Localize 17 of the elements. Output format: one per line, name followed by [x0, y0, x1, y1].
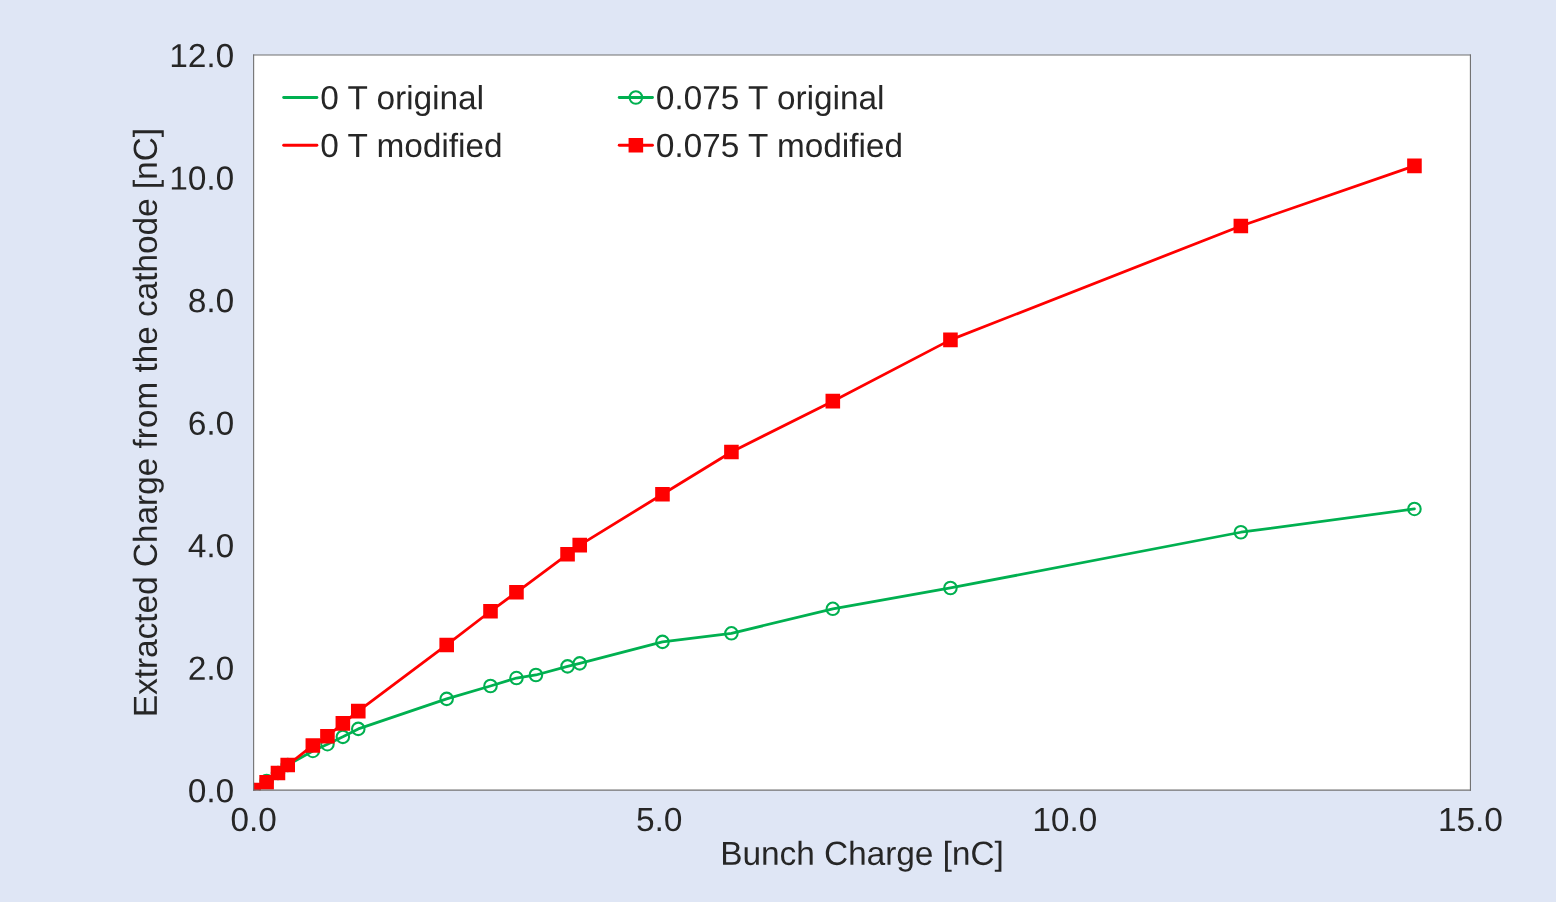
y-axis-title: Extracted Charge from the cathode [nC] [132, 130, 164, 715]
legend-label: 0 T original [321, 85, 482, 117]
y-tick-label: 8.0 [189, 288, 233, 313]
legend-label: 0.075 T original [657, 85, 883, 117]
x-tick-label: 10.0 [1034, 807, 1096, 832]
y-tick-label: 12.0 [171, 43, 233, 68]
x-tick-label: 5.0 [637, 807, 682, 832]
y-tick-label: 6.0 [189, 411, 233, 435]
legend-label: 0 T modified [321, 132, 501, 158]
x-axis-title: Bunch Charge [nC] [723, 840, 1002, 872]
y-tick-label: 2.0 [189, 656, 233, 681]
legend-label: 0.075 T modified [657, 132, 901, 158]
x-tick-label: 0.0 [231, 807, 276, 832]
y-tick-label: 10.0 [171, 166, 233, 190]
x-tick-label: 15.0 [1440, 807, 1502, 832]
y-tick-label: 0.0 [189, 778, 233, 803]
y-tick-label: 4.0 [188, 533, 233, 558]
